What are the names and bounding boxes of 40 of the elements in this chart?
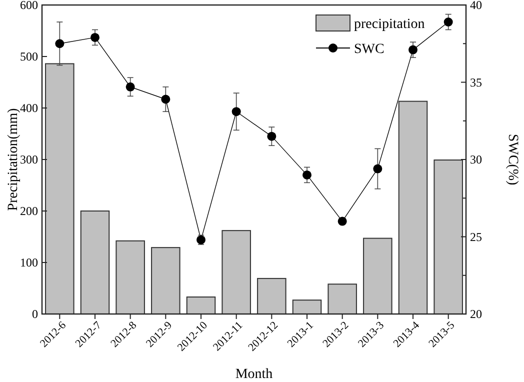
bar <box>151 247 180 314</box>
point <box>232 107 241 116</box>
point <box>373 164 382 174</box>
point <box>161 94 170 104</box>
bar <box>45 63 74 314</box>
y2-tick-label: 35 <box>470 75 482 90</box>
legend-label: precipitation <box>354 16 425 32</box>
y-tick-label: 100 <box>20 256 38 270</box>
bar <box>257 278 286 314</box>
point <box>90 32 100 42</box>
y2-axis-title: SWC(%) <box>505 134 520 186</box>
point <box>338 216 347 226</box>
bar <box>80 210 110 314</box>
point <box>55 39 64 48</box>
bar <box>434 160 463 314</box>
bar <box>292 300 322 314</box>
point <box>408 45 418 54</box>
y-tick-label: 0 <box>32 307 38 322</box>
y2-tick-label: 30 <box>470 152 482 167</box>
y-tick-label: 600 <box>20 0 38 12</box>
point <box>444 17 453 26</box>
bar <box>116 240 145 314</box>
y-tick-label: 500 <box>20 50 38 64</box>
y-tick-label: 400 <box>20 101 38 116</box>
y-tick-label: 200 <box>20 204 38 218</box>
bar <box>398 100 428 314</box>
bar <box>363 238 392 314</box>
y2-tick-label: 20 <box>470 307 482 322</box>
bar <box>186 296 216 314</box>
bar <box>222 230 251 314</box>
y-tick-label: 300 <box>20 152 38 167</box>
legend-label: SWC <box>354 42 384 57</box>
y2-tick-label: 25 <box>470 230 482 244</box>
point <box>302 170 312 180</box>
bar <box>328 284 357 314</box>
point <box>267 132 276 141</box>
y2-tick-label: 40 <box>470 0 482 12</box>
x-axis-title: Month <box>235 367 273 382</box>
point <box>126 82 135 92</box>
y-axis-title: Precipitation(mm) <box>6 108 21 211</box>
